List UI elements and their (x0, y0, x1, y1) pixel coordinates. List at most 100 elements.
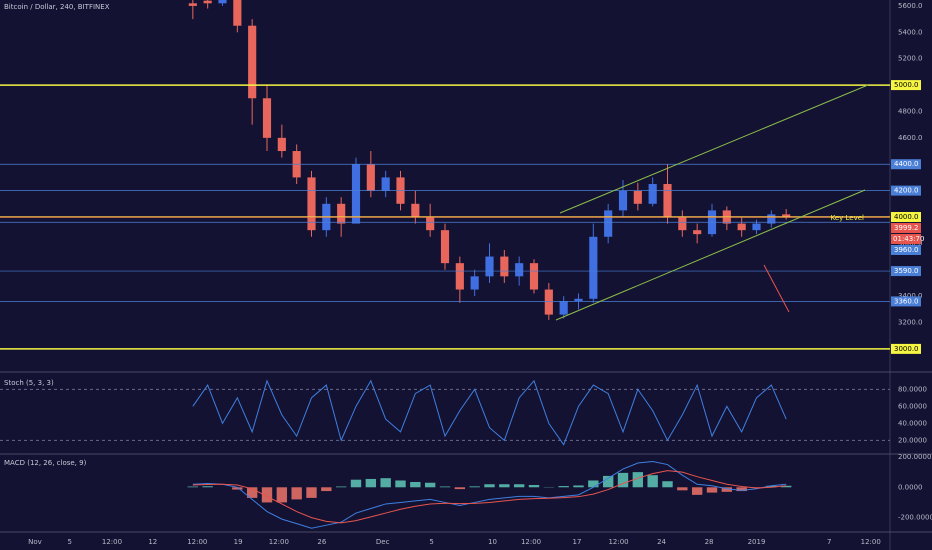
histogram-bar (558, 486, 569, 488)
histogram-bar (439, 486, 451, 488)
x-tick-label: 12:00 (187, 538, 207, 546)
histogram-bar (706, 487, 718, 493)
level-label: 3960.0 (894, 246, 919, 254)
y-tick-label: 3200.0 (898, 319, 923, 327)
candle-body (381, 177, 390, 191)
level-label: 3000.0 (894, 345, 919, 353)
histogram-bar (484, 484, 495, 488)
x-tick-label: 19 (234, 538, 243, 546)
y-tick-label: 4600.0 (898, 134, 923, 142)
histogram-bar (647, 475, 658, 488)
y-tick-label: 60.0000 (898, 402, 927, 410)
candle-body (618, 190, 628, 211)
candle-body (337, 203, 346, 224)
histogram-bar (766, 485, 777, 488)
candle-body (426, 216, 435, 231)
level-label-bg (891, 159, 921, 170)
x-tick-label: 12:00 (521, 538, 541, 546)
level-label-bg (891, 266, 921, 277)
histogram-bar (321, 487, 332, 492)
y-tick-label: 4800.0 (898, 107, 923, 115)
x-tick-label: Nov (28, 538, 42, 546)
histogram-bar (662, 481, 673, 488)
candle-body (500, 256, 509, 277)
histogram-bar (617, 472, 629, 488)
histogram-bar (410, 481, 421, 488)
x-tick-label: 5 (67, 538, 71, 546)
level-label-bg (891, 296, 921, 307)
x-tick-label: 12:00 (269, 538, 289, 546)
candle-body (559, 301, 568, 315)
candle-body (574, 298, 583, 302)
x-tick-label: 24 (657, 538, 666, 546)
histogram-bar (691, 487, 703, 495)
y-tick-label: 200.0000 (898, 453, 931, 461)
annotation: Key Level (831, 214, 864, 222)
macd-line (192, 461, 787, 529)
level-label: 3999.2 (894, 224, 919, 232)
histogram-bar (202, 486, 213, 488)
candle-body (440, 230, 450, 264)
macd-line (192, 470, 787, 524)
level-label-bg (891, 244, 921, 255)
level-label-bg (891, 343, 921, 354)
x-tick-label: 7 (827, 538, 831, 546)
channel-line (555, 189, 866, 321)
x-tick-label: 12:00 (861, 538, 881, 546)
level-label: 5000.0 (894, 81, 919, 89)
histogram-bar (261, 487, 273, 503)
y-tick-label: 20.0000 (898, 436, 927, 444)
level-label-bg (891, 222, 921, 233)
histogram-bar (232, 487, 243, 490)
y-tick-label: 5400.0 (898, 28, 923, 36)
level-label: 3360.0 (894, 297, 919, 305)
stoch-line (192, 379, 787, 446)
candle-body (218, 0, 227, 4)
channel-line (559, 84, 869, 214)
histogram-bar (588, 480, 599, 488)
histogram-bar (306, 487, 317, 498)
candle-body (455, 263, 464, 290)
histogram-bar (365, 478, 377, 488)
histogram-bar (276, 487, 288, 503)
candle-body (203, 0, 212, 4)
y-tick-label: 40.0000 (898, 419, 927, 427)
histogram-bar (395, 480, 406, 488)
histogram-bar (246, 487, 258, 498)
level-label-bg (891, 80, 921, 91)
y-tick-label: 0.0000 (898, 483, 923, 491)
x-tick-label: 26 (317, 538, 326, 546)
histogram-bar (573, 485, 584, 488)
x-tick-label: 12 (148, 538, 157, 546)
countdown: 01:43:70 (893, 235, 924, 243)
histogram-bar (780, 485, 792, 488)
level-label: 4000.0 (894, 213, 919, 221)
x-tick-label: 17 (573, 538, 582, 546)
histogram-bar (469, 486, 480, 488)
histogram-bar (335, 486, 347, 488)
level-label: 4200.0 (894, 187, 919, 195)
histogram-bar (291, 487, 302, 500)
y-tick-label: -200.0000 (898, 514, 932, 522)
candle-body (515, 263, 524, 277)
candle-body (752, 223, 761, 231)
level-label: 3590.0 (894, 267, 919, 275)
candle-body (767, 214, 776, 224)
histogram-bar (380, 478, 391, 488)
candle-body (411, 203, 420, 217)
histogram-bar (499, 484, 510, 488)
candle-body (544, 289, 553, 315)
histogram-bar (721, 487, 733, 492)
candle-body (262, 98, 272, 138)
indicator-title: Stoch (5, 3, 3) (4, 379, 54, 387)
candle-body (307, 177, 316, 231)
histogram-bar (187, 486, 199, 488)
y-tick-label: 80.0000 (898, 385, 927, 393)
candle-body (648, 184, 657, 204)
candle-body (485, 256, 494, 277)
candle-body (678, 216, 687, 231)
level-label-bg (891, 185, 921, 196)
x-tick-label: 10 (488, 538, 497, 546)
